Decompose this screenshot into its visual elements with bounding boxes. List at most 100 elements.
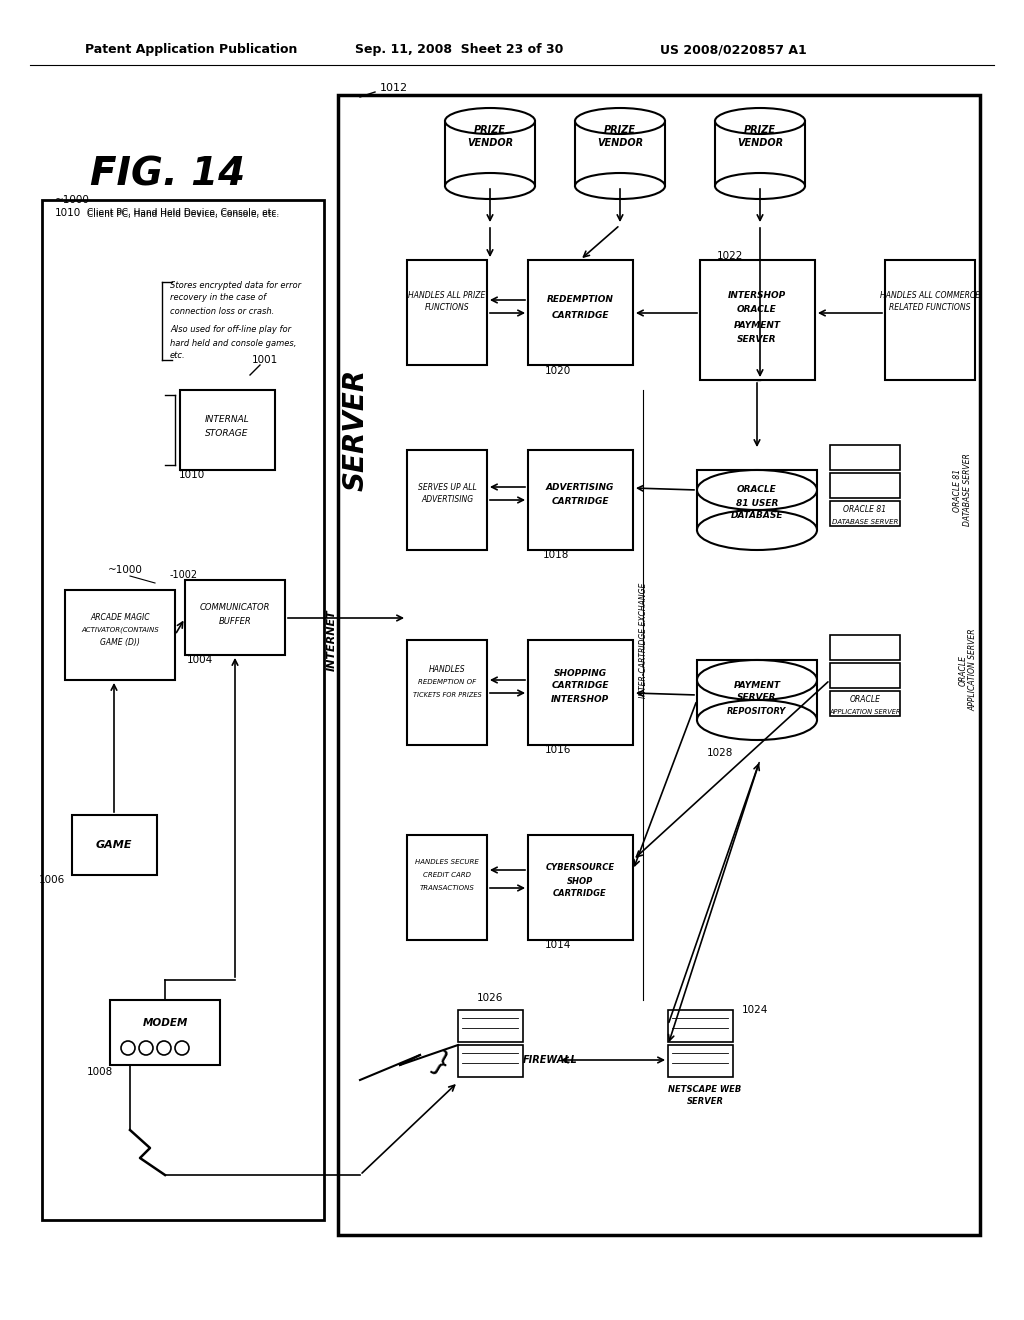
Text: Also used for off-line play for: Also used for off-line play for [170,326,291,334]
Text: RELATED FUNCTIONS: RELATED FUNCTIONS [889,304,971,313]
Bar [338,95,980,1236]
Bar [407,640,487,744]
Bar [407,260,487,366]
Bar [445,121,535,186]
Bar [830,663,900,688]
Text: INTERNAL: INTERNAL [205,416,250,425]
Text: 81 USER: 81 USER [736,499,778,507]
Ellipse shape [575,173,665,199]
Text: STORAGE: STORAGE [205,429,249,438]
Text: PAYMENT: PAYMENT [733,321,780,330]
Bar [668,1010,733,1041]
Text: DATABASE SERVER: DATABASE SERVER [964,454,973,527]
Text: REDEMPTION: REDEMPTION [547,296,613,305]
Text: REDEMPTION OF: REDEMPTION OF [418,678,476,685]
Text: 1022: 1022 [717,251,743,261]
Text: VENDOR: VENDOR [597,139,643,148]
Text: etc.: etc. [170,351,185,360]
Bar [830,502,900,525]
Text: ARCADE MAGIC: ARCADE MAGIC [90,612,150,622]
Text: connection loss or crash.: connection loss or crash. [170,306,274,315]
Text: 1026: 1026 [477,993,503,1003]
Text: Client PC, Hand Held Device, Console, etc.: Client PC, Hand Held Device, Console, et… [87,209,280,216]
Text: ORACLE 81: ORACLE 81 [844,506,887,515]
Text: CARTRIDGE: CARTRIDGE [553,890,607,899]
Ellipse shape [697,700,817,741]
Ellipse shape [697,510,817,550]
Text: GAME: GAME [96,840,132,850]
Text: CYBERSOURCE: CYBERSOURCE [546,863,614,873]
Bar [528,836,633,940]
Text: APPLICATION SERVER: APPLICATION SERVER [969,628,978,711]
Text: SHOPPING: SHOPPING [553,668,606,677]
Text: SHOP: SHOP [567,876,593,886]
Text: DATABASE: DATABASE [731,511,783,520]
Text: 1010: 1010 [55,209,81,218]
Bar [700,260,815,380]
Text: hard held and console games,: hard held and console games, [170,338,296,347]
Bar [407,450,487,550]
Ellipse shape [157,1041,171,1055]
Bar [885,260,975,380]
Bar [697,660,817,719]
Text: CARTRIDGE: CARTRIDGE [551,681,608,690]
Text: CREDIT CARD: CREDIT CARD [423,873,471,878]
Text: HANDLES ALL PRIZE: HANDLES ALL PRIZE [409,290,485,300]
Ellipse shape [175,1041,189,1055]
Text: Client PC, Hand Held Device, Console, etc.: Client PC, Hand Held Device, Console, et… [87,210,280,219]
Text: -1002: -1002 [170,570,198,579]
Ellipse shape [575,108,665,135]
Ellipse shape [697,470,817,510]
Text: ORACLE 81: ORACLE 81 [953,469,963,512]
Text: INTERSHOP: INTERSHOP [728,290,786,300]
Text: Stores encrypted data for error: Stores encrypted data for error [170,281,301,289]
Text: DATABASE SERVER: DATABASE SERVER [831,519,898,525]
Text: Patent Application Publication: Patent Application Publication [85,44,297,57]
Text: APPLICATION SERVER: APPLICATION SERVER [829,709,901,715]
Ellipse shape [445,108,535,135]
Text: SERVER: SERVER [686,1097,724,1106]
Text: ORACLE: ORACLE [850,696,881,705]
Ellipse shape [445,173,535,199]
Text: MODEM: MODEM [142,1018,187,1028]
Bar [575,121,665,186]
Bar [528,450,633,550]
Text: ACTIVATOR(CONTAINS: ACTIVATOR(CONTAINS [81,627,159,634]
Text: SERVER: SERVER [342,368,370,491]
Text: COMMUNICATOR: COMMUNICATOR [200,603,270,612]
Text: 1012: 1012 [380,83,409,92]
Text: CARTRIDGE: CARTRIDGE [551,310,608,319]
Text: 1001: 1001 [252,355,279,366]
Text: SERVES UP ALL: SERVES UP ALL [418,483,476,491]
Text: ORACLE: ORACLE [737,486,777,495]
Ellipse shape [715,173,805,199]
Text: FIREWALL: FIREWALL [522,1055,578,1065]
Text: HANDLES SECURE: HANDLES SECURE [415,859,479,865]
Text: 1020: 1020 [545,366,571,376]
Text: ADVERTISING: ADVERTISING [546,483,614,492]
Text: ORACLE: ORACLE [958,655,968,685]
Text: TRANSACTIONS: TRANSACTIONS [420,884,474,891]
Text: 1014: 1014 [545,940,571,950]
Bar [458,1010,523,1041]
Text: INTER-CARTRIDGE EXCHANGE: INTER-CARTRIDGE EXCHANGE [639,582,647,698]
Text: SERVER: SERVER [737,335,777,345]
Text: INTERNET: INTERNET [327,609,337,671]
Text: GAME (D)): GAME (D)) [100,639,140,648]
Bar [42,201,324,1220]
Bar [185,579,285,655]
Text: TICKETS FOR PRIZES: TICKETS FOR PRIZES [413,692,481,698]
Text: ADVERTISING: ADVERTISING [421,495,473,504]
Text: }: } [425,1048,455,1081]
Text: 1018: 1018 [543,550,569,560]
Text: SERVER: SERVER [737,693,777,702]
Text: 1006: 1006 [39,875,66,884]
Bar [830,635,900,660]
Ellipse shape [715,108,805,135]
Text: HANDLES ALL COMMERCE: HANDLES ALL COMMERCE [880,290,980,300]
Text: ~1000: ~1000 [108,565,142,576]
Bar [697,470,817,531]
Bar [72,814,157,875]
Bar [110,1001,220,1065]
Text: PRIZE: PRIZE [604,125,636,135]
